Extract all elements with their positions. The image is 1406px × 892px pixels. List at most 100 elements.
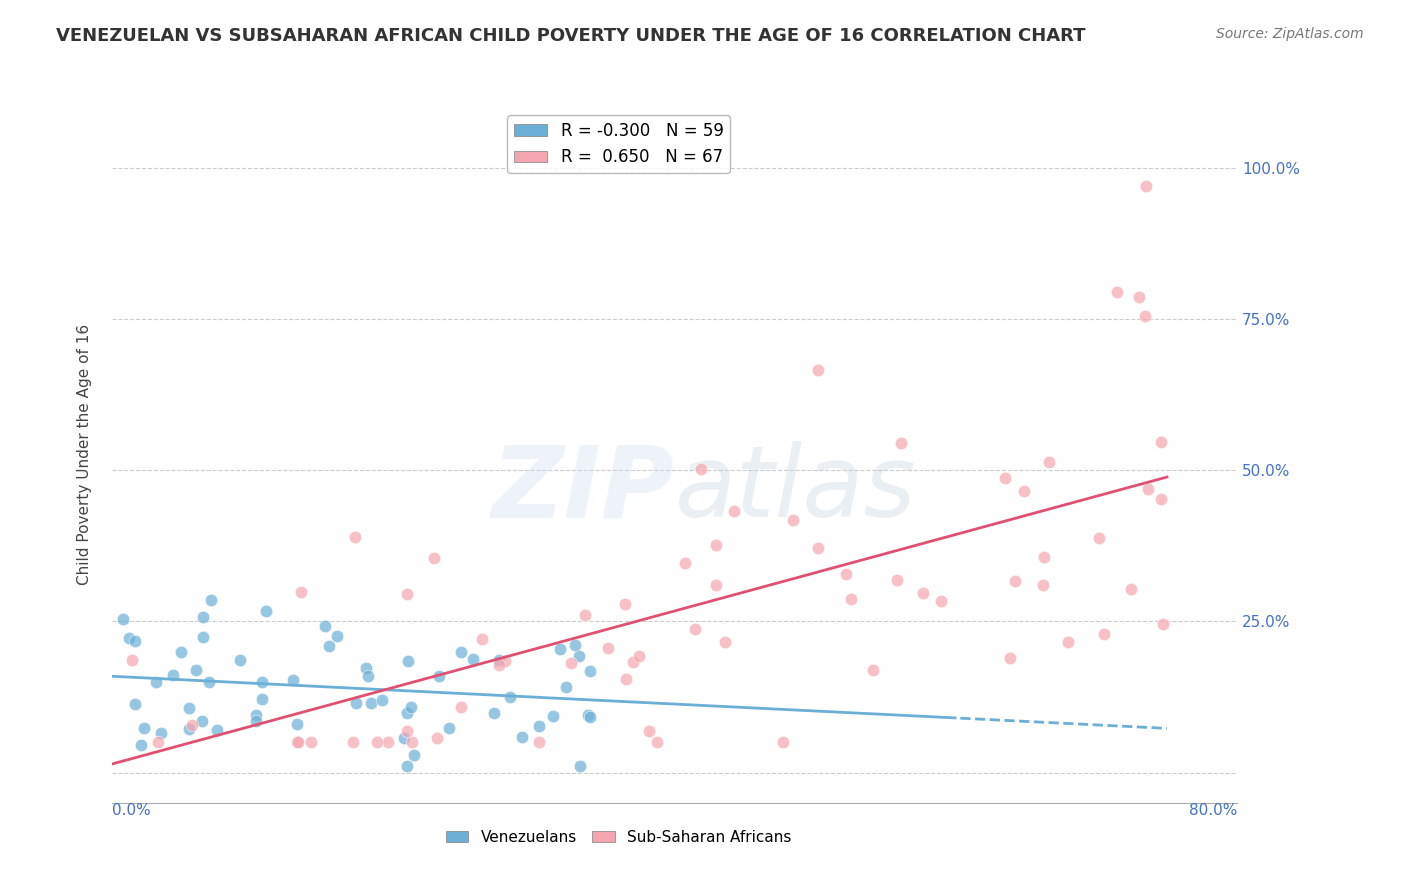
Point [560, 657, 582, 671]
Point [170, 645, 193, 659]
Point [704, 538, 727, 552]
Point [318, 639, 340, 653]
Point [911, 586, 934, 600]
Point [488, 653, 510, 667]
Point [450, 645, 472, 659]
Point [186, 664, 208, 678]
Point [839, 591, 862, 606]
Point [576, 708, 599, 723]
Point [1088, 532, 1111, 546]
Point [548, 642, 571, 657]
Point [527, 735, 550, 749]
Point [1135, 178, 1157, 193]
Point [118, 631, 141, 645]
Point [527, 719, 550, 733]
Point [578, 710, 600, 724]
Legend: Venezuelans, Sub-Saharan Africans: Venezuelans, Sub-Saharan Africans [440, 823, 797, 851]
Point [482, 706, 505, 721]
Point [245, 707, 267, 722]
Text: Source: ZipAtlas.com: Source: ZipAtlas.com [1216, 27, 1364, 41]
Point [193, 630, 215, 644]
Point [149, 726, 172, 740]
Point [555, 681, 578, 695]
Point [835, 566, 858, 581]
Y-axis label: Child Poverty Under the Age of 16: Child Poverty Under the Age of 16 [77, 325, 91, 585]
Point [614, 673, 637, 687]
Point [1107, 285, 1129, 300]
Point [568, 649, 591, 664]
Point [704, 578, 727, 592]
Point [1032, 578, 1054, 592]
Point [890, 436, 912, 450]
Point [179, 700, 201, 714]
Point [121, 652, 143, 666]
Point [281, 673, 304, 688]
Point [191, 714, 214, 728]
Point [181, 717, 204, 731]
Point [285, 735, 308, 749]
Point [426, 731, 449, 745]
Point [1004, 574, 1026, 588]
Point [510, 730, 533, 744]
Point [1150, 492, 1173, 507]
Point [396, 706, 419, 720]
Point [574, 607, 596, 622]
Point [461, 651, 484, 665]
Point [200, 593, 222, 607]
Point [357, 669, 380, 683]
Point [392, 731, 415, 746]
Point [301, 735, 323, 749]
Point [314, 618, 336, 632]
Point [596, 640, 619, 655]
Text: ZIP: ZIP [492, 442, 675, 538]
Point [772, 735, 794, 749]
Text: atlas: atlas [675, 442, 917, 538]
Point [354, 661, 377, 675]
Point [499, 690, 522, 704]
Point [124, 633, 146, 648]
Point [723, 504, 745, 518]
Point [807, 541, 830, 556]
Point [134, 721, 156, 735]
Point [627, 649, 650, 664]
Point [395, 759, 418, 773]
Text: VENEZUELAN VS SUBSAHARAN AFRICAN CHILD POVERTY UNDER THE AGE OF 16 CORRELATION C: VENEZUELAN VS SUBSAHARAN AFRICAN CHILD P… [56, 27, 1085, 45]
Point [1033, 549, 1056, 564]
Point [396, 723, 419, 738]
Text: 80.0%: 80.0% [1189, 803, 1237, 818]
Point [638, 724, 661, 739]
Point [124, 697, 146, 711]
Point [344, 530, 367, 544]
Point [1038, 455, 1060, 469]
Point [401, 699, 423, 714]
Point [1128, 290, 1150, 304]
Point [437, 722, 460, 736]
Point [862, 664, 884, 678]
Point [690, 462, 713, 476]
Point [250, 675, 273, 690]
Point [645, 735, 668, 749]
Point [360, 697, 382, 711]
Point [564, 638, 586, 652]
Point [344, 696, 367, 710]
Point [377, 735, 399, 749]
Point [782, 513, 804, 527]
Point [886, 573, 908, 587]
Point [179, 722, 201, 736]
Point [129, 738, 152, 752]
Point [396, 654, 419, 668]
Point [1137, 482, 1160, 496]
Point [402, 748, 425, 763]
Point [162, 668, 184, 682]
Point [1150, 435, 1173, 450]
Point [494, 654, 516, 668]
Point [148, 735, 170, 749]
Point [395, 587, 418, 601]
Point [285, 716, 308, 731]
Point [541, 708, 564, 723]
Point [198, 675, 221, 690]
Point [342, 735, 364, 749]
Point [145, 674, 167, 689]
Point [673, 556, 696, 570]
Point [366, 735, 388, 749]
